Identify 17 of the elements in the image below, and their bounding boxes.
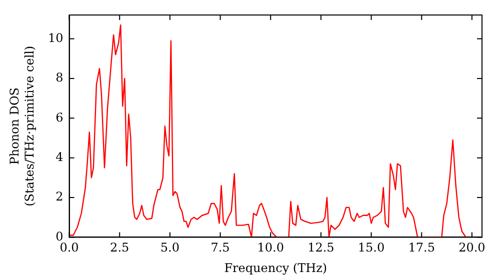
y-tick-label: 8 [56, 70, 64, 85]
x-tick-label: 2.5 [110, 240, 130, 255]
y-tick-label: 0 [56, 229, 64, 244]
x-tick-label: 17.5 [408, 240, 435, 255]
x-tick-label: 0.0 [60, 240, 79, 255]
x-tick-label: 10.0 [257, 240, 284, 255]
y-axis-title: Phonon DOS (States/THz·primitive cell) [8, 46, 37, 206]
y-tick-label: 10 [48, 30, 64, 45]
x-tick-label: 20.0 [458, 240, 486, 255]
x-tick-label: 7.5 [210, 240, 230, 255]
x-tick-label: 5.0 [160, 240, 180, 255]
x-axis-title: Frequency (THz) [224, 260, 328, 275]
y-tick-label: 4 [56, 150, 64, 164]
y-tick-label: 6 [56, 110, 64, 124]
x-tick-label: 12.5 [308, 240, 334, 255]
y-tick-label: 2 [56, 190, 64, 204]
x-tick-label: 15.0 [358, 240, 385, 255]
